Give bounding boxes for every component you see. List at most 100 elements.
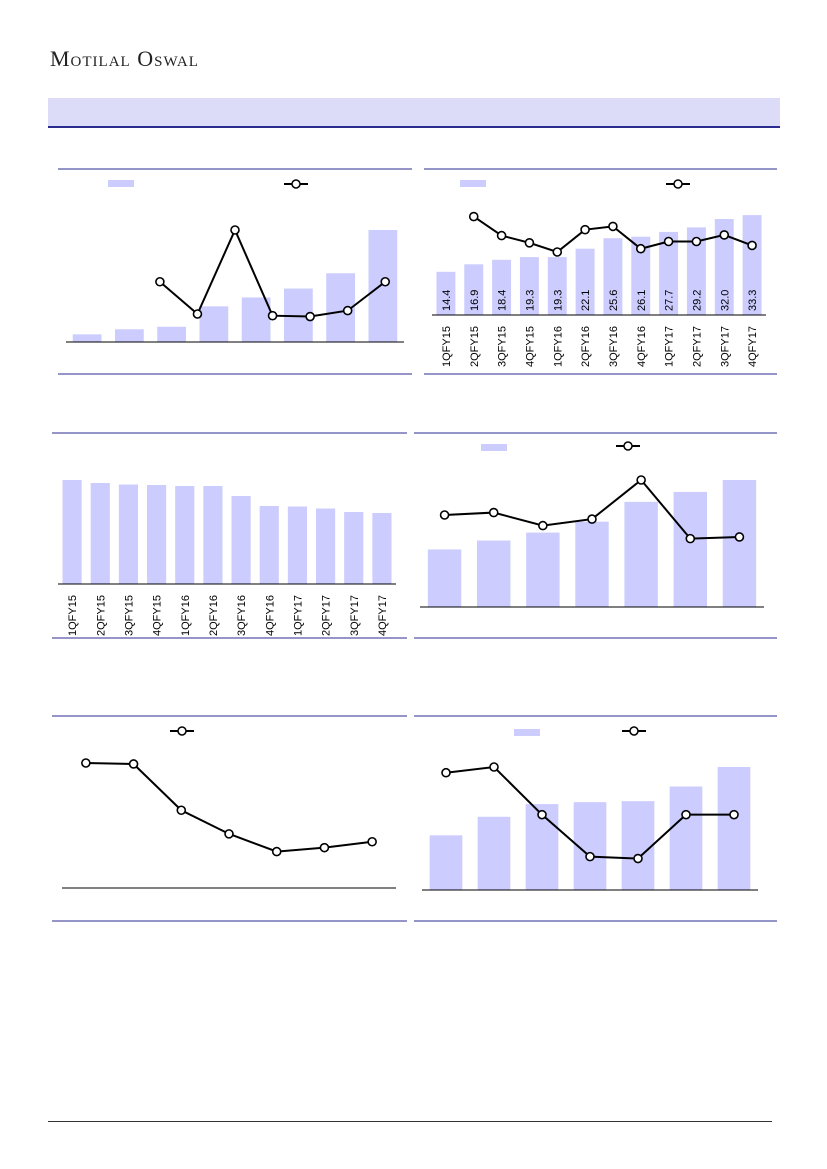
c2-tick-label-3: 4QFY15: [524, 326, 536, 367]
c3-tick-label-7: 4QFY16: [264, 595, 276, 636]
c2-bar-2: [492, 259, 512, 315]
c2-bar-0: [436, 271, 456, 315]
c3-tick-label-4: 1QFY16: [180, 595, 192, 636]
c4-legend-bar-swatch: [481, 444, 507, 451]
c3-bar-6: [231, 496, 251, 584]
chart-1: [58, 168, 412, 376]
c1-bar-2: [157, 326, 186, 342]
c3-tick-label-10: 3QFY17: [349, 595, 361, 636]
c2-bar-7: [631, 236, 651, 315]
c6-bar-6: [717, 767, 751, 890]
c3-bar-5: [203, 486, 223, 584]
c1-line-point-4: [305, 311, 315, 322]
c2-tick-label-4: 1QFY16: [552, 326, 564, 367]
c2-legend-line-marker: [673, 179, 683, 189]
c4-line-point-4: [636, 475, 646, 485]
c2-data-label-7: 26.1: [636, 290, 648, 311]
c2-bar-9: [686, 227, 706, 315]
c1-line-point-2: [230, 225, 240, 235]
c3-bar-7: [259, 506, 279, 584]
c2-line-point-0: [468, 211, 479, 222]
c2-tick-label-9: 2QFY17: [691, 326, 703, 367]
c2-line-point-5: [608, 221, 618, 232]
c4-bar-3: [575, 521, 609, 607]
c3-tick-label-6: 3QFY16: [236, 595, 248, 636]
c4-line-point-1: [488, 507, 499, 518]
c3-bar-0: [62, 480, 82, 584]
chart-3-svg: 1QFY15 2QFY15 3QFY15 4QFY15 1QFY16 2QFY16 3QFY…: [52, 432, 407, 639]
c1-legend-bar-swatch: [108, 180, 134, 187]
chart-4-svg: [414, 432, 777, 639]
c2-legend-bar-swatch: [460, 180, 486, 187]
c2-line-point-2: [524, 238, 535, 248]
c2-tick-label-10: 3QFY17: [719, 326, 731, 367]
c3-bar-2: [118, 484, 138, 584]
c2-tick-label-7: 4QFY16: [636, 326, 648, 367]
c2-bar-5: [575, 248, 595, 315]
c1-bar-7: [368, 230, 398, 342]
c6-legend-bar-swatch: [514, 729, 540, 736]
c4-line-point-5: [685, 533, 696, 544]
c4-bar-0: [427, 549, 462, 607]
c2-tick-label-6: 3QFY16: [608, 326, 620, 367]
c2-data-label-11: 33.3: [747, 290, 759, 311]
c1-line-point-3: [267, 310, 278, 321]
chart-2: 14.4 16.9 18.4 19.3 19.3 22.1 25.6 26.1 27.7 29.2…: [424, 168, 777, 376]
c2-data-label-3: 19.3: [524, 290, 536, 311]
c6-line-point-0: [441, 767, 451, 778]
footer-rule: [48, 1121, 772, 1122]
c2-tick-label-5: 2QFY16: [580, 326, 592, 367]
c3-tick-label-1: 2QFY15: [95, 595, 107, 636]
c2-data-label-1: 16.9: [469, 290, 481, 311]
c2-tick-label-8: 1QFY17: [664, 326, 676, 367]
c2-line-point-8: [691, 236, 702, 247]
c1-line-point-5: [342, 305, 353, 316]
c4-line-point-0: [439, 510, 450, 520]
c4-bar-6: [722, 480, 757, 607]
c2-line-point-3: [552, 247, 563, 257]
c3-tick-label-9: 2QFY17: [321, 595, 333, 636]
chart-3: 1QFY15 2QFY15 3QFY15 4QFY15 1QFY16 2QFY16 3QFY…: [52, 432, 407, 640]
c4-line-point-3: [587, 514, 597, 524]
c2-data-label-0: 14.4: [441, 290, 453, 311]
c2-data-label-10: 32.0: [719, 290, 731, 311]
c2-line-point-9: [719, 230, 730, 240]
c5-line-point-6: [367, 836, 377, 847]
c6-bar-0: [429, 835, 463, 890]
c2-data-label-9: 29.2: [691, 290, 703, 311]
chart-5: [52, 715, 407, 923]
c1-bar-1: [115, 329, 144, 342]
c3-bar-10: [344, 512, 364, 584]
c3-tick-label-0: 1QFY15: [67, 595, 79, 636]
c4-line-point-6: [734, 532, 745, 542]
c3-tick-label-5: 2QFY16: [208, 595, 220, 636]
c2-line-point-4: [580, 224, 590, 235]
c6-bar-5: [669, 786, 703, 890]
c3-tick-label-3: 4QFY15: [152, 595, 164, 636]
c2-tick-label-2: 3QFY15: [497, 326, 509, 367]
c3-bar-8: [287, 506, 307, 584]
c3-bar-3: [147, 485, 167, 584]
c2-tick-label-11: 4QFY17: [747, 326, 759, 367]
chart-5-svg: [52, 715, 407, 922]
c4-line-point-2: [538, 520, 548, 531]
c2-data-label-8: 27.7: [664, 290, 676, 311]
chart-2-svg: 14.4 16.9 18.4 19.3 19.3 22.1 25.6 26.1 27.7 29.2…: [424, 168, 777, 375]
c6-line-point-6: [729, 809, 739, 820]
c4-legend-line-marker: [623, 441, 633, 451]
chart-4: [414, 432, 777, 640]
c2-bar-3: [519, 257, 539, 315]
chart-6-svg: [414, 715, 777, 922]
c3-bar-4: [175, 486, 195, 584]
c2-bar-11: [742, 215, 762, 315]
section-banner: [48, 98, 780, 128]
c3-tick-label-11: 4QFY17: [377, 595, 389, 636]
c2-bar-1: [464, 264, 484, 315]
c5-legend-line-marker: [177, 726, 187, 736]
c3-bar-11: [372, 513, 392, 584]
c1-legend-line-marker: [291, 179, 301, 189]
c4-bar-4: [624, 501, 658, 607]
c2-data-label-5: 22.1: [580, 290, 592, 311]
c2-line-point-10: [747, 240, 757, 251]
c6-line-point-3: [585, 851, 595, 862]
